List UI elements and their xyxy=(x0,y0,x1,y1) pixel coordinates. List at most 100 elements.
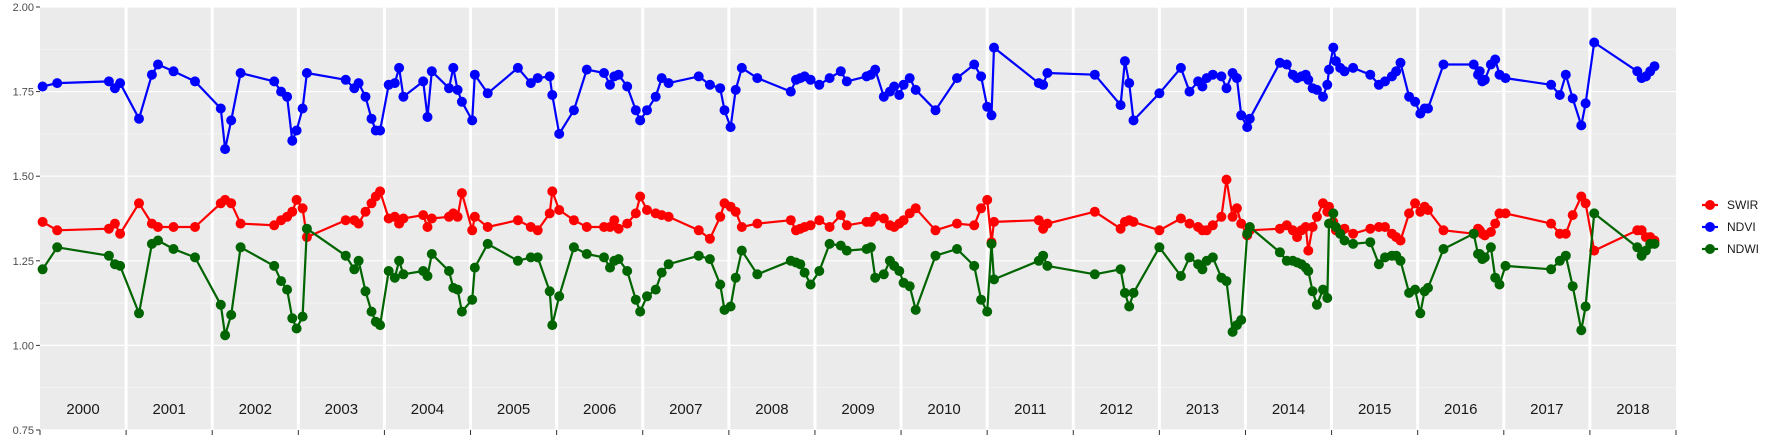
data-point-swir xyxy=(1231,203,1242,214)
data-point-ndvi xyxy=(1380,76,1390,87)
data-point-swir xyxy=(1580,198,1591,209)
data-point-ndvi xyxy=(134,113,144,124)
data-point-ndvi xyxy=(426,66,437,77)
data-point-ndvi xyxy=(444,83,454,94)
y-tick-label: 1.00 xyxy=(13,340,34,352)
data-point-ndvi xyxy=(1197,81,1208,92)
data-point-ndwi xyxy=(1311,299,1322,310)
data-point-swir xyxy=(1307,222,1318,232)
legend-key-point xyxy=(1705,244,1715,254)
data-point-swir xyxy=(353,218,364,229)
data-point-ndwi xyxy=(1348,238,1359,249)
data-point-ndvi xyxy=(1546,79,1557,90)
data-point-ndvi xyxy=(656,73,667,84)
data-point-swir xyxy=(512,215,523,226)
data-point-ndwi xyxy=(1318,284,1328,295)
data-point-ndvi xyxy=(1589,37,1600,48)
data-point-swir xyxy=(982,194,993,205)
data-point-ndwi xyxy=(1128,287,1139,298)
data-point-ndwi xyxy=(693,250,704,261)
data-point-swir xyxy=(1560,228,1571,239)
data-point-ndwi xyxy=(190,252,200,263)
data-point-ndvi xyxy=(736,62,747,73)
data-point-swir xyxy=(898,215,909,226)
data-point-swir xyxy=(360,206,371,217)
data-point-ndwi xyxy=(1438,244,1449,254)
data-point-ndwi xyxy=(269,260,280,271)
data-point-ndwi xyxy=(1365,237,1376,248)
data-point-ndwi xyxy=(730,272,741,283)
data-point-swir xyxy=(1227,211,1238,222)
data-point-ndwi xyxy=(215,299,226,310)
year-labels: 2000 2001 2002 2003 2004 2005 2006 2007 2008 2009… xyxy=(66,401,1649,418)
data-point-swir xyxy=(235,218,246,229)
data-point-ndwi xyxy=(287,313,298,324)
data-point-swir xyxy=(1567,210,1578,221)
data-point-swir xyxy=(841,220,852,231)
data-point-ndwi xyxy=(353,255,364,266)
data-point-swir xyxy=(1221,174,1232,185)
data-point-ndvi xyxy=(1231,73,1242,84)
data-point-swir xyxy=(642,205,652,215)
data-point-ndvi xyxy=(952,73,962,84)
data-point-ndvi xyxy=(448,62,459,73)
data-point-ndvi xyxy=(297,103,308,114)
data-point-ndvi xyxy=(115,78,126,89)
data-point-ndvi xyxy=(301,68,312,78)
data-point-swir xyxy=(989,216,999,227)
data-point-ndwi xyxy=(841,245,852,256)
data-point-swir xyxy=(269,220,280,231)
data-point-swir xyxy=(375,186,386,197)
data-point-swir xyxy=(630,208,641,219)
data-point-ndwi xyxy=(613,254,624,265)
data-point-ndwi xyxy=(1322,293,1333,303)
data-point-ndvi xyxy=(220,144,231,155)
data-point-ndwi xyxy=(1567,281,1578,292)
data-point-swir xyxy=(930,225,941,236)
data-point-ndwi xyxy=(663,259,674,270)
data-point-ndvi xyxy=(1339,66,1350,77)
data-point-ndvi xyxy=(422,112,433,122)
data-point-ndwi xyxy=(340,250,351,261)
data-point-ndvi xyxy=(730,84,741,95)
data-point-swir xyxy=(452,211,463,222)
data-point-ndwi xyxy=(976,294,987,305)
data-point-ndvi xyxy=(1560,69,1571,80)
data-point-swir xyxy=(422,222,433,232)
data-point-ndvi xyxy=(904,73,915,84)
data-point-swir xyxy=(52,225,63,236)
data-point-ndvi xyxy=(835,66,846,77)
data-point-ndwi xyxy=(235,242,246,253)
data-point-ndvi xyxy=(976,71,987,82)
data-point-ndwi xyxy=(482,238,493,249)
data-point-swir xyxy=(814,215,825,226)
data-point-ndvi xyxy=(1490,54,1501,65)
data-point-ndwi xyxy=(1119,287,1130,298)
year-label: 2011 xyxy=(1014,401,1046,418)
data-point-ndvi xyxy=(452,84,463,95)
data-point-swir xyxy=(835,210,846,221)
data-point-swir xyxy=(1033,215,1044,226)
data-point-ndvi xyxy=(1038,79,1049,90)
data-point-swir xyxy=(752,218,763,229)
data-point-ndwi xyxy=(1236,315,1247,325)
data-point-ndvi xyxy=(898,79,909,90)
data-point-swir xyxy=(1207,220,1218,231)
data-point-ndwi xyxy=(398,269,409,280)
data-point-ndwi xyxy=(894,266,905,276)
data-point-swir xyxy=(547,186,558,197)
data-point-ndwi xyxy=(1307,286,1318,297)
data-point-ndwi xyxy=(1546,264,1557,275)
data-point-swir xyxy=(1485,227,1496,237)
data-point-swir xyxy=(1410,198,1421,209)
year-label: 2010 xyxy=(927,401,960,418)
data-point-ndwi xyxy=(752,269,763,280)
data-point-swir xyxy=(418,210,429,221)
data-point-ndvi xyxy=(1479,74,1490,85)
data-point-ndvi xyxy=(418,76,429,87)
data-point-ndvi xyxy=(1554,90,1565,100)
data-point-swir xyxy=(1216,211,1227,222)
data-point-ndvi xyxy=(353,78,364,89)
data-point-ndwi xyxy=(452,284,463,295)
